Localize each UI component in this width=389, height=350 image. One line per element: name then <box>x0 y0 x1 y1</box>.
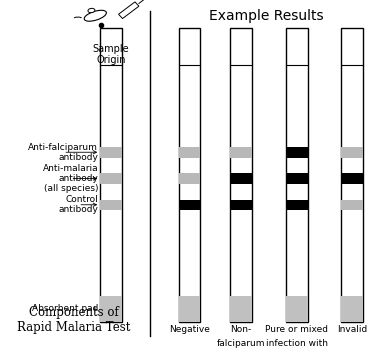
Bar <box>179 147 200 158</box>
Text: Components of
Rapid Malaria Test: Components of Rapid Malaria Test <box>17 306 131 334</box>
Bar <box>342 199 363 210</box>
Bar <box>342 296 363 322</box>
Bar <box>179 28 200 322</box>
Bar <box>179 173 200 184</box>
Ellipse shape <box>88 8 95 13</box>
Text: infection with: infection with <box>266 339 328 348</box>
Bar <box>342 28 363 322</box>
Text: Absorbent pad: Absorbent pad <box>32 304 98 313</box>
Text: Invalid: Invalid <box>337 326 367 335</box>
Text: Anti-malaria
antibody
(all species): Anti-malaria antibody (all species) <box>43 163 98 194</box>
Bar <box>230 199 252 210</box>
Text: Control
antibody: Control antibody <box>58 195 98 215</box>
Bar <box>286 28 308 322</box>
Bar <box>342 147 363 158</box>
Bar <box>286 173 308 184</box>
Bar <box>119 2 139 19</box>
Bar <box>100 199 121 210</box>
Bar <box>286 296 308 322</box>
Text: Non-: Non- <box>231 326 252 335</box>
Text: falciparum: falciparum <box>217 339 265 348</box>
Text: Anti-falciparum
antibody: Anti-falciparum antibody <box>28 142 98 162</box>
Bar <box>286 199 308 210</box>
Bar <box>100 173 121 184</box>
Ellipse shape <box>84 10 107 21</box>
Bar <box>230 173 252 184</box>
Bar <box>179 296 200 322</box>
Bar <box>100 296 121 322</box>
Bar <box>100 28 121 322</box>
Text: Sample
Origin: Sample Origin <box>93 44 129 65</box>
Bar <box>179 199 200 210</box>
Text: Negative: Negative <box>169 326 210 335</box>
Bar <box>342 173 363 184</box>
Bar <box>286 147 308 158</box>
Bar <box>230 147 252 158</box>
Bar <box>100 147 121 158</box>
Bar <box>230 296 252 322</box>
Text: Pure or mixed: Pure or mixed <box>265 326 328 335</box>
Bar <box>230 28 252 322</box>
Text: Example Results: Example Results <box>209 9 324 23</box>
